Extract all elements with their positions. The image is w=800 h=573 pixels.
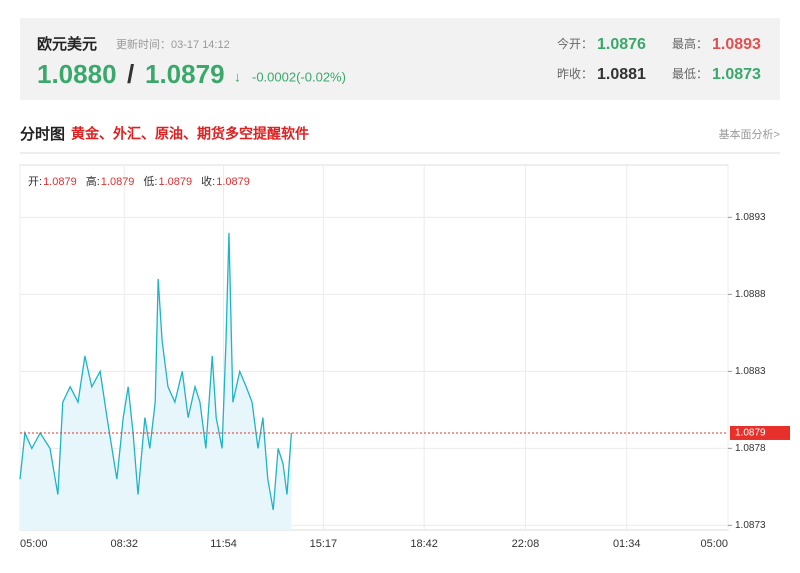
reference-label: 1.0879	[735, 428, 766, 439]
y-tick-label: 1.0893	[735, 212, 766, 223]
x-tick-label: 15:17	[310, 538, 338, 550]
arrow: ↓	[234, 69, 241, 85]
stat-label: 昨收：	[557, 67, 593, 81]
separator: /	[127, 59, 134, 89]
quote-panel	[20, 18, 780, 100]
stat-value: 1.0893	[712, 36, 761, 53]
ohlc-label: 开:	[28, 176, 42, 188]
x-tick-label: 08:32	[110, 538, 138, 550]
promo-link[interactable]: 黄金、外汇、原油、期货多空提醒软件	[71, 126, 309, 142]
update-time: 更新时间：03-17 14:12	[116, 37, 230, 51]
x-tick-label: 11:54	[210, 538, 237, 550]
bid: 1.0880	[37, 59, 117, 89]
y-tick-label: 1.0883	[735, 366, 766, 377]
x-tick-label: 22:08	[512, 538, 540, 550]
ohlc-value: 1.0879	[101, 176, 135, 188]
y-tick-label: 1.0873	[735, 520, 766, 531]
ohlc-label: 高:	[86, 174, 100, 188]
x-tick-label: 05:00	[20, 538, 48, 550]
analysis-link[interactable]: 基本面分析>	[719, 127, 780, 141]
ohlc-value: 1.0879	[159, 176, 193, 188]
pair-name: 欧元美元	[37, 35, 97, 53]
change: -0.0002(-0.02%)	[252, 69, 346, 84]
y-tick-label: 1.0888	[735, 289, 766, 300]
stat-value: 1.0881	[597, 66, 646, 83]
x-tick-label: 05:00	[700, 538, 728, 550]
x-tick-label: 01:34	[613, 538, 641, 550]
stat-value: 1.0873	[712, 66, 761, 83]
area	[20, 232, 292, 530]
tab[interactable]: 分时图	[20, 126, 65, 143]
ohlc-label: 低:	[143, 175, 157, 188]
ask: 1.0879	[145, 59, 225, 89]
reference-badge	[730, 425, 790, 440]
stat-value: 1.0876	[597, 36, 646, 53]
stat-label: 最高：	[672, 36, 708, 51]
ohlc-value: 1.0879	[43, 176, 77, 188]
ohlc-value: 1.0879	[216, 176, 250, 188]
stat-label: 最低：	[672, 67, 708, 81]
price-line	[19, 232, 293, 511]
stat-label: 今开：	[557, 36, 593, 51]
y-tick-label: 1.0878	[735, 443, 766, 454]
ohlc-label: 收:	[201, 174, 215, 188]
x-tick-label: 18:42	[410, 538, 438, 550]
